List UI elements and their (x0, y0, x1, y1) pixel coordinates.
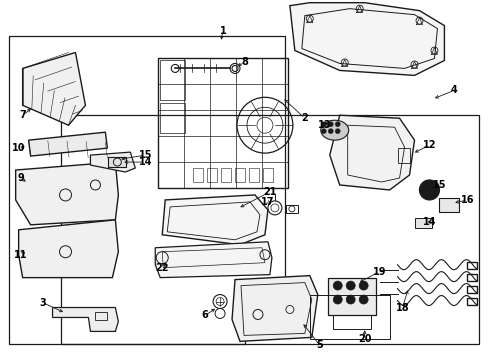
Bar (207, 168, 217, 182)
Circle shape (332, 281, 342, 290)
Polygon shape (162, 195, 267, 245)
Bar (158, 58, 287, 188)
Text: 22: 22 (155, 263, 169, 273)
Circle shape (321, 122, 325, 127)
Bar (160, 60, 185, 100)
Circle shape (359, 295, 367, 304)
Circle shape (321, 129, 325, 134)
Text: 19: 19 (372, 267, 386, 276)
Text: 15: 15 (138, 150, 152, 160)
Bar (467, 262, 476, 269)
Text: 4: 4 (450, 85, 457, 95)
Circle shape (359, 281, 367, 290)
Bar (235, 168, 244, 182)
Bar (263, 168, 272, 182)
Circle shape (327, 122, 332, 127)
Bar (221, 168, 230, 182)
Text: 2: 2 (301, 113, 307, 123)
Text: 11: 11 (14, 250, 27, 260)
Circle shape (332, 295, 342, 304)
Bar (467, 298, 476, 305)
Text: 9: 9 (17, 173, 24, 183)
Bar (467, 274, 476, 280)
Polygon shape (19, 220, 118, 278)
Text: 20: 20 (357, 334, 371, 345)
Bar (397, 148, 408, 163)
Text: 21: 21 (263, 187, 276, 197)
Circle shape (335, 129, 340, 134)
Bar (309, 294, 389, 339)
Polygon shape (22, 53, 85, 125)
Bar (193, 168, 203, 182)
Text: 6: 6 (202, 310, 208, 320)
Text: 10: 10 (12, 143, 25, 153)
Bar (248, 168, 259, 182)
Bar (414, 218, 431, 228)
Text: 18: 18 (395, 302, 408, 312)
Text: 17: 17 (261, 197, 274, 207)
Text: 16: 16 (460, 195, 473, 205)
Text: 1: 1 (219, 26, 226, 36)
Text: 12: 12 (422, 140, 435, 150)
Circle shape (335, 122, 340, 127)
Ellipse shape (320, 120, 348, 140)
Bar (160, 103, 185, 133)
Polygon shape (289, 3, 444, 75)
Circle shape (327, 129, 332, 134)
Bar (95, 312, 107, 320)
Polygon shape (90, 152, 135, 172)
Text: 15: 15 (432, 180, 445, 190)
Text: 8: 8 (241, 58, 248, 67)
Polygon shape (16, 162, 118, 225)
Polygon shape (29, 132, 107, 156)
Text: 14: 14 (422, 217, 435, 227)
Polygon shape (329, 115, 414, 190)
Bar (467, 285, 476, 293)
Bar (285, 205, 297, 213)
Text: 13: 13 (317, 120, 331, 130)
Polygon shape (155, 242, 271, 278)
Circle shape (346, 281, 354, 290)
Circle shape (346, 295, 354, 304)
Polygon shape (52, 307, 118, 332)
Circle shape (419, 180, 439, 200)
Polygon shape (232, 276, 317, 341)
Bar (439, 198, 458, 212)
Text: 3: 3 (39, 297, 46, 307)
Bar (332, 315, 370, 329)
Bar (327, 278, 375, 315)
Text: 7: 7 (19, 110, 26, 120)
Text: 5: 5 (316, 340, 323, 350)
Text: 14: 14 (138, 157, 152, 167)
Bar (108, 157, 126, 167)
